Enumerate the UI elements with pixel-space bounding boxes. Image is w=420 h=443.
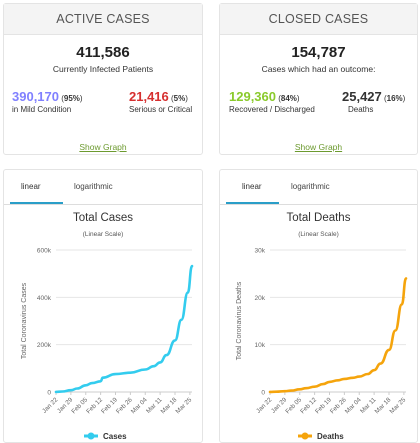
active-cases-panel: ACTIVE CASES 411,586 Currently Infected … <box>3 3 203 155</box>
mild-percent: (95%) <box>59 94 83 103</box>
closed-cases-header: CLOSED CASES <box>220 4 417 35</box>
y-tick-label: 10k <box>255 342 266 349</box>
chart-subtitle: (Linear Scale) <box>298 231 339 238</box>
deaths-stat: 25,427 (16%) Deaths <box>342 89 405 114</box>
serious-number: 21,416 <box>129 89 169 104</box>
active-cases-header: ACTIVE CASES <box>4 4 202 35</box>
y-tick-label: 20k <box>255 295 266 302</box>
cases-scale-tabs: linear logarithmic <box>4 182 202 205</box>
series-line <box>54 264 194 394</box>
series-line <box>268 277 408 394</box>
deaths-label: Deaths <box>348 105 374 114</box>
active-tab-indicator <box>226 202 279 204</box>
x-tick-label: Mar 25 <box>388 396 407 415</box>
serious-label: Serious or Critical <box>129 105 193 114</box>
chart-title: Total Deaths <box>286 212 351 224</box>
cases-chart-panel: linear logarithmic Total Cases (Linear S… <box>3 169 203 443</box>
deaths-chart-panel: linear logarithmic Total Deaths (Linear … <box>219 169 418 443</box>
serious-percent: (5%) <box>168 94 188 103</box>
chart-title: Total Cases <box>72 212 134 224</box>
y-tick-label: 0 <box>47 390 51 397</box>
active-show-graph-link[interactable]: Show Graph <box>79 142 127 152</box>
recovered-label: Recovered / Discharged <box>229 105 315 114</box>
tab-linear[interactable]: linear <box>21 182 41 191</box>
tab-logarithmic[interactable]: logarithmic <box>74 182 113 191</box>
closed-total: 154,787 <box>291 44 346 61</box>
y-tick-label: 30k <box>255 248 266 255</box>
y-tick-label: 200k <box>37 342 52 349</box>
y-axis-title: Total Coronavirus Deaths <box>236 281 243 360</box>
legend-label: Cases <box>103 432 127 441</box>
recovered-stat: 129,360 (84%) Recovered / Discharged <box>229 89 315 114</box>
mild-stat: 390,170 (95%) in Mild Condition <box>12 89 83 114</box>
y-tick-label: 400k <box>37 295 52 302</box>
recovered-percent: (84%) <box>276 94 300 103</box>
active-total: 411,586 <box>76 44 130 61</box>
deaths-scale-tabs: linear logarithmic <box>220 182 417 205</box>
legend-marker <box>301 432 309 440</box>
y-axis-title: Total Coronavirus Cases <box>21 282 28 359</box>
closed-show-graph-link[interactable]: Show Graph <box>294 142 343 152</box>
active-total-label: Currently Infected Patients <box>52 64 154 74</box>
mild-label: in Mild Condition <box>12 105 72 114</box>
mild-number: 390,170 <box>12 89 59 104</box>
tab-linear[interactable]: linear <box>242 182 262 191</box>
tab-logarithmic[interactable]: logarithmic <box>291 182 330 191</box>
legend: Cases <box>84 432 127 441</box>
legend-marker <box>87 432 95 440</box>
chart-subtitle: (Linear Scale) <box>82 231 124 238</box>
deaths-number: 25,427 <box>342 89 382 104</box>
legend: Deaths <box>298 432 344 441</box>
x-tick-label: Mar 25 <box>174 396 193 415</box>
recovered-number: 129,360 <box>229 89 276 104</box>
closed-cases-panel: CLOSED CASES 154,787 Cases which had an … <box>219 3 418 155</box>
y-tick-label: 600k <box>37 248 52 255</box>
legend-label: Deaths <box>317 432 344 441</box>
y-tick-label: 0 <box>261 390 265 397</box>
closed-total-label: Cases which had an outcome: <box>261 64 376 74</box>
active-tab-indicator <box>10 202 63 204</box>
deaths-percent: (16%) <box>381 94 406 103</box>
serious-stat: 21,416 (5%) Serious or Critical <box>129 89 192 114</box>
